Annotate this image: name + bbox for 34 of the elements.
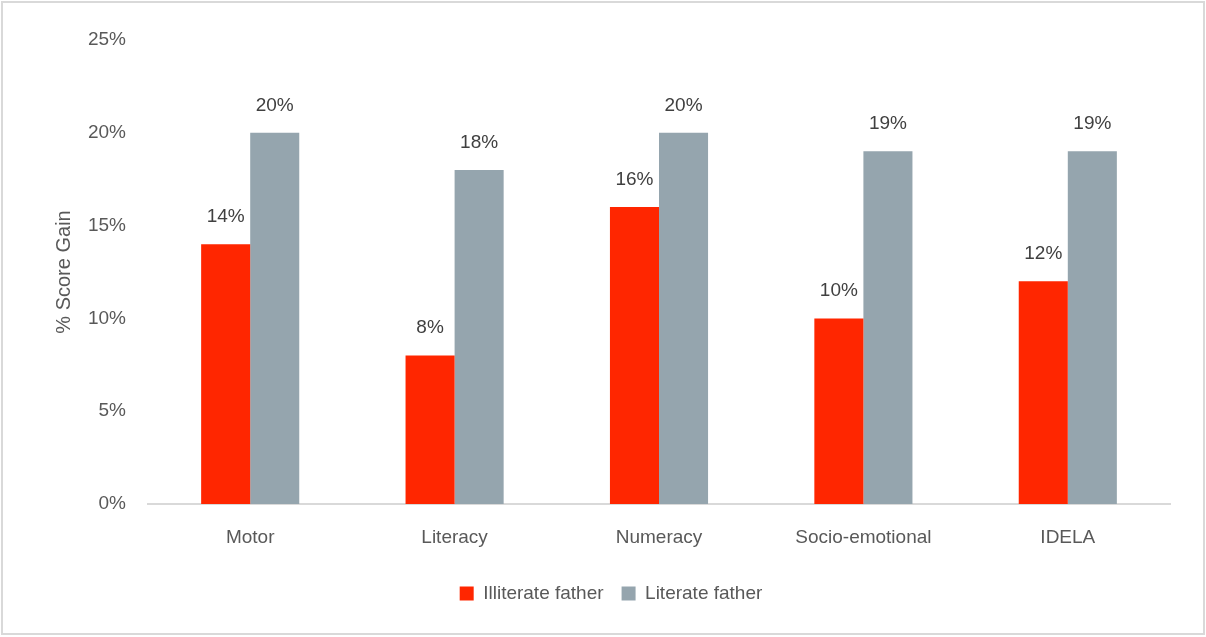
bar bbox=[609, 207, 659, 504]
y-tick-label: 20% bbox=[87, 121, 127, 143]
bar bbox=[863, 151, 913, 504]
y-tick-label: 5% bbox=[98, 399, 127, 421]
data-label: 19% bbox=[868, 112, 908, 134]
y-tick-label: 15% bbox=[87, 213, 127, 235]
bar bbox=[454, 169, 504, 504]
y-axis-title: % Score Gain bbox=[51, 210, 74, 334]
bar bbox=[1067, 151, 1117, 504]
data-label: 10% bbox=[819, 279, 858, 301]
data-label: 20% bbox=[664, 93, 703, 115]
bar bbox=[250, 132, 300, 504]
legend-label: Illiterate father bbox=[483, 581, 605, 603]
data-label: 18% bbox=[460, 130, 499, 152]
data-label: 19% bbox=[1073, 112, 1112, 134]
bar bbox=[1018, 281, 1068, 504]
x-tick-label: Literacy bbox=[421, 525, 489, 547]
bar bbox=[659, 132, 709, 504]
data-label: 20% bbox=[255, 93, 294, 115]
x-tick-label: Socio-emotional bbox=[795, 525, 932, 547]
data-label: 14% bbox=[206, 204, 245, 226]
bar bbox=[814, 318, 864, 504]
y-tick-label: 10% bbox=[87, 306, 127, 328]
x-tick-label: Motor bbox=[225, 525, 276, 547]
bar bbox=[405, 355, 455, 504]
x-tick-label: Numeracy bbox=[615, 525, 703, 547]
y-tick-label: 25% bbox=[87, 28, 127, 50]
data-label: 16% bbox=[615, 167, 654, 189]
data-label: 12% bbox=[1024, 242, 1063, 264]
bar bbox=[201, 244, 251, 504]
data-label: 8% bbox=[416, 316, 444, 338]
y-tick-label: 0% bbox=[98, 492, 127, 514]
legend-label: Literate father bbox=[645, 581, 763, 603]
x-tick-label: IDELA bbox=[1040, 525, 1096, 547]
